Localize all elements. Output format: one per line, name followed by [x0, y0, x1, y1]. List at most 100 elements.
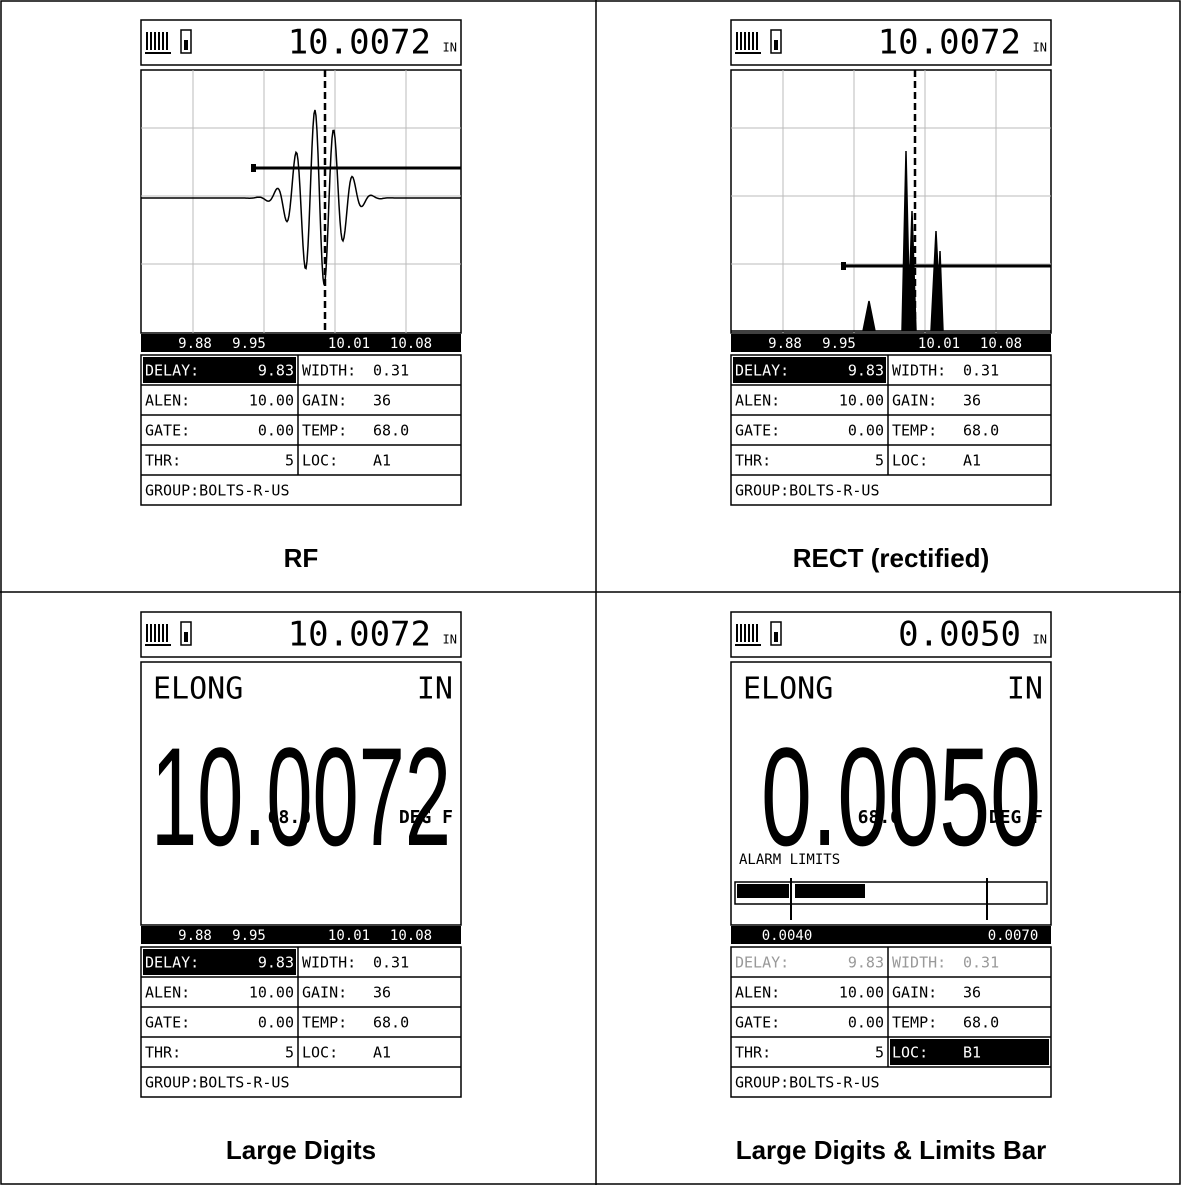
scale-label: 0.0040 [762, 928, 813, 944]
gate-marker [251, 164, 256, 172]
param-value: 9.83 [848, 362, 884, 380]
param-value: 0.31 [373, 362, 409, 380]
param-label: THR: [735, 1044, 771, 1062]
param-label: THR: [145, 1044, 181, 1062]
header-value: 10.0072 [288, 615, 431, 655]
param-label: TEMP: [892, 1014, 937, 1032]
param-value: 0.31 [373, 954, 409, 972]
readout-unit: IN [1007, 672, 1043, 707]
param-label: ALEN: [145, 984, 190, 1002]
caption: Large Digits & Limits Bar [736, 1135, 1047, 1165]
param-label: LOC: [892, 1044, 928, 1062]
group-label: GROUP:BOLTS-R-US [735, 482, 880, 500]
param-value: B1 [963, 1044, 981, 1062]
device-screen: 10.0072 IN 9.88 9.95 10.01 10.08 DELAY: 9.83 WID… [731, 20, 1051, 573]
scale-label: 9.88 [768, 336, 802, 352]
scale-label: 10.08 [390, 336, 432, 352]
header-value: 10.0072 [288, 23, 431, 63]
param-value: 9.83 [258, 362, 294, 380]
scale-label: 10.08 [390, 928, 432, 944]
readout-temp-unit: DEG F [399, 807, 453, 828]
param-value: 0.00 [258, 1014, 294, 1032]
param-value: 68.0 [373, 1014, 409, 1032]
param-value: 0.31 [963, 362, 999, 380]
param-value: 10.00 [249, 984, 294, 1002]
device-screen: 10.0072INELONGIN10.007268.0DEG F9.889.95… [141, 612, 461, 1165]
header-unit: IN [443, 633, 457, 647]
header-unit: IN [1033, 41, 1047, 55]
param-label: WIDTH: [892, 954, 946, 972]
param-label: LOC: [302, 1044, 338, 1062]
readout-unit: IN [417, 672, 453, 707]
param-value: 36 [963, 984, 981, 1002]
param-label: GATE: [735, 1014, 780, 1032]
param-label: DELAY: [735, 954, 789, 972]
scale-label: 10.01 [328, 336, 370, 352]
param-value: 0.31 [963, 954, 999, 972]
param-label: LOC: [892, 452, 928, 470]
battery-level [774, 40, 778, 50]
readout-label: ELONG [153, 672, 243, 707]
param-label: GATE: [145, 422, 190, 440]
readout-value: 10.0072 [151, 718, 451, 875]
alarm-label: ALARM LIMITS [739, 852, 840, 868]
param-label: TEMP: [302, 422, 347, 440]
param-value: A1 [373, 452, 391, 470]
param-label: ALEN: [735, 984, 780, 1002]
caption: RECT (rectified) [793, 543, 989, 573]
param-value: 68.0 [963, 1014, 999, 1032]
caption: RF [284, 543, 319, 573]
param-label: WIDTH: [892, 362, 946, 380]
param-label: GATE: [145, 1014, 190, 1032]
param-label: LOC: [302, 452, 338, 470]
param-label: THR: [145, 452, 181, 470]
param-value: 10.00 [839, 984, 884, 1002]
param-value: 5 [875, 452, 884, 470]
param-value: 10.00 [839, 392, 884, 410]
header-unit: IN [443, 41, 457, 55]
param-label: DELAY: [735, 362, 789, 380]
battery-level [774, 632, 778, 642]
param-label: GATE: [735, 422, 780, 440]
limits-fill [737, 884, 789, 898]
readout-label: ELONG [743, 672, 833, 707]
scale-label: 10.01 [918, 336, 960, 352]
group-label: GROUP:BOLTS-R-US [145, 482, 290, 500]
scale-label: 9.95 [232, 336, 266, 352]
param-label: ALEN: [145, 392, 190, 410]
param-value: 36 [373, 984, 391, 1002]
param-label: GAIN: [302, 984, 347, 1002]
param-value: 68.0 [373, 422, 409, 440]
scale-label: 9.95 [232, 928, 266, 944]
param-value: 10.00 [249, 392, 294, 410]
scale-label: 10.08 [980, 336, 1022, 352]
param-label: ALEN: [735, 392, 780, 410]
scale-label: 9.95 [822, 336, 856, 352]
group-label: GROUP:BOLTS-R-US [735, 1074, 880, 1092]
param-value: 5 [875, 1044, 884, 1062]
param-label: TEMP: [892, 422, 937, 440]
param-label: DELAY: [145, 362, 199, 380]
param-label: THR: [735, 452, 771, 470]
param-value: 36 [373, 392, 391, 410]
battery-level [184, 632, 188, 642]
param-label: GAIN: [892, 392, 937, 410]
param-value: 9.83 [258, 954, 294, 972]
param-value: A1 [373, 1044, 391, 1062]
readout-temp: 68.0 [268, 807, 311, 828]
param-value: 0.00 [848, 422, 884, 440]
param-label: WIDTH: [302, 362, 356, 380]
limits-fill [795, 884, 865, 898]
header-unit: IN [1033, 633, 1047, 647]
caption: Large Digits [226, 1135, 376, 1165]
battery-level [184, 40, 188, 50]
header-value: 10.0072 [878, 23, 1021, 63]
param-label: TEMP: [302, 1014, 347, 1032]
scale-label: 10.01 [328, 928, 370, 944]
param-value: 5 [285, 452, 294, 470]
group-label: GROUP:BOLTS-R-US [145, 1074, 290, 1092]
param-label: WIDTH: [302, 954, 356, 972]
param-value: 5 [285, 1044, 294, 1062]
